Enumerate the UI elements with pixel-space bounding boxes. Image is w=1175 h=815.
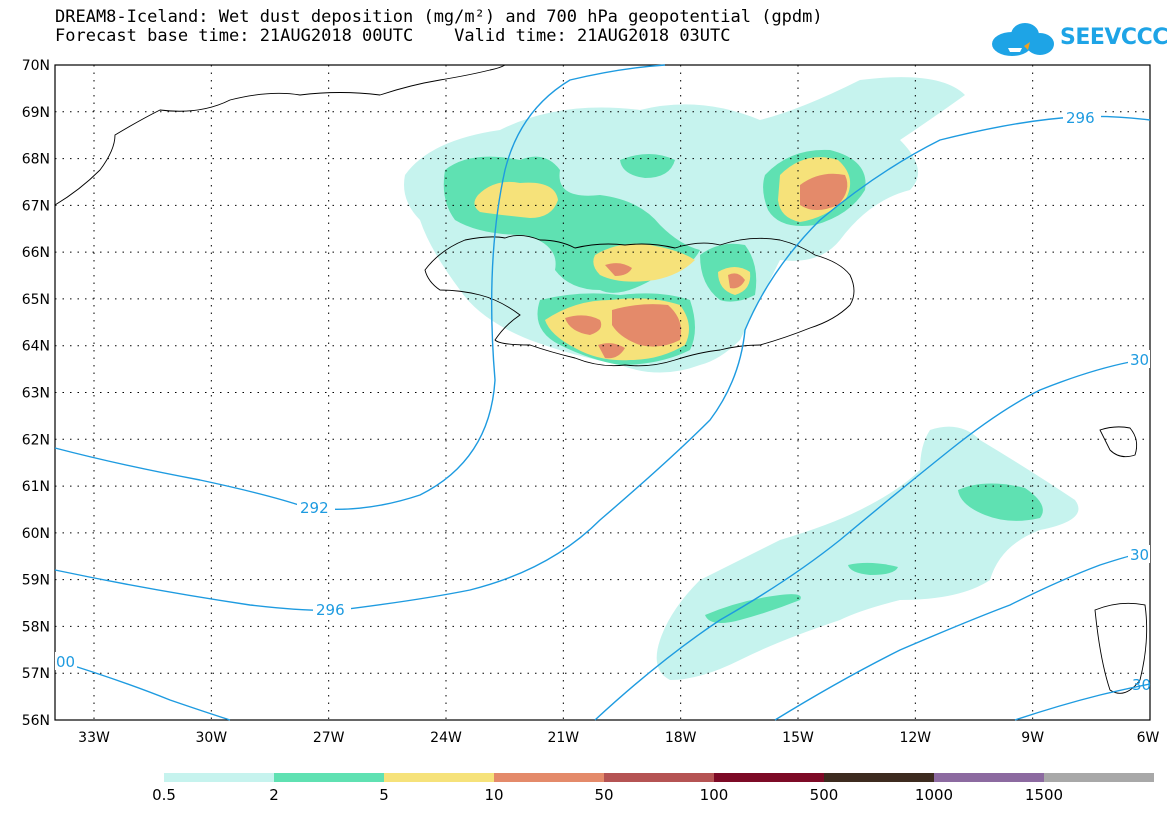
contour-label-296-north: 296 xyxy=(1066,109,1095,127)
lat-label: 68N xyxy=(22,152,50,168)
lat-label: 66N xyxy=(22,245,50,261)
lat-label: 62N xyxy=(22,432,50,448)
legend-label: 0.5 xyxy=(152,786,176,804)
legend-label: 100 xyxy=(699,786,729,804)
legend-label: 5 xyxy=(379,786,389,804)
lat-label: 56N xyxy=(22,713,50,729)
geopotential-contours xyxy=(54,64,1151,721)
lat-label: 59N xyxy=(22,573,50,589)
contour-label-30-east-c: 30 xyxy=(1132,676,1151,694)
lon-label: 9W xyxy=(1021,730,1044,746)
lat-label: 65N xyxy=(22,292,50,308)
legend-label: 1000 xyxy=(914,786,954,804)
lon-label: 30W xyxy=(195,730,227,746)
contour-label-bg xyxy=(1063,108,1101,126)
legend-swatch xyxy=(384,773,494,782)
legend-label: 10 xyxy=(484,786,504,804)
contour-label-bg xyxy=(1128,350,1150,368)
lat-label: 61N xyxy=(22,479,50,495)
legend-label: 1500 xyxy=(1024,786,1064,804)
lon-label: 12W xyxy=(899,730,931,746)
lon-label: 18W xyxy=(665,730,697,746)
lon-label: 6W xyxy=(1137,730,1160,746)
contour-label-bg xyxy=(297,498,335,516)
lat-label: 69N xyxy=(22,105,50,121)
contour-label-bg xyxy=(55,652,77,670)
contour-label-296-west: 296 xyxy=(316,601,345,619)
lon-label: 33W xyxy=(78,730,110,746)
lat-label: 63N xyxy=(22,386,50,402)
contour-label-292: 292 xyxy=(300,499,329,517)
seevccc-logo xyxy=(990,20,1140,60)
legend-swatch xyxy=(824,773,934,782)
lon-label: 24W xyxy=(430,730,462,746)
contour-label-30-east-b: 30 xyxy=(1130,546,1149,564)
lat-label: 57N xyxy=(22,666,50,682)
dust-deposition-shading xyxy=(404,77,1079,680)
legend-swatch xyxy=(934,773,1044,782)
legend-label: 50 xyxy=(594,786,614,804)
coastline xyxy=(54,64,1148,694)
lat-lon-grid xyxy=(55,65,1150,720)
legend-label: 2 xyxy=(269,786,279,804)
lat-label: 70N xyxy=(22,58,50,74)
legend-color-bar xyxy=(164,773,1154,782)
legend-swatch xyxy=(274,773,384,782)
map-title: DREAM8-Iceland: Wet dust deposition (mg/… xyxy=(55,7,823,27)
legend-label: 500 xyxy=(809,786,839,804)
lat-label: 64N xyxy=(22,339,50,355)
legend-swatch xyxy=(714,773,824,782)
map-subtitle: Forecast base time: 21AUG2018 00UTC Vali… xyxy=(55,26,731,46)
contour-label-bg xyxy=(313,600,351,618)
legend-swatch xyxy=(164,773,274,782)
lat-label: 58N xyxy=(22,619,50,635)
lon-label: 15W xyxy=(782,730,814,746)
contour-label-00-west: 00 xyxy=(56,653,75,671)
legend-swatch xyxy=(1044,773,1154,782)
logo-text: SEEVCCC xyxy=(1060,25,1168,50)
lat-label: 60N xyxy=(22,526,50,542)
lat-label: 67N xyxy=(22,198,50,214)
lon-label: 27W xyxy=(313,730,345,746)
legend-swatch xyxy=(494,773,604,782)
lon-label: 21W xyxy=(547,730,579,746)
legend-swatch xyxy=(604,773,714,782)
contour-label-30-east-a: 30 xyxy=(1130,351,1149,369)
contour-label-bg xyxy=(1128,545,1150,563)
cloud-icon xyxy=(992,23,1054,56)
